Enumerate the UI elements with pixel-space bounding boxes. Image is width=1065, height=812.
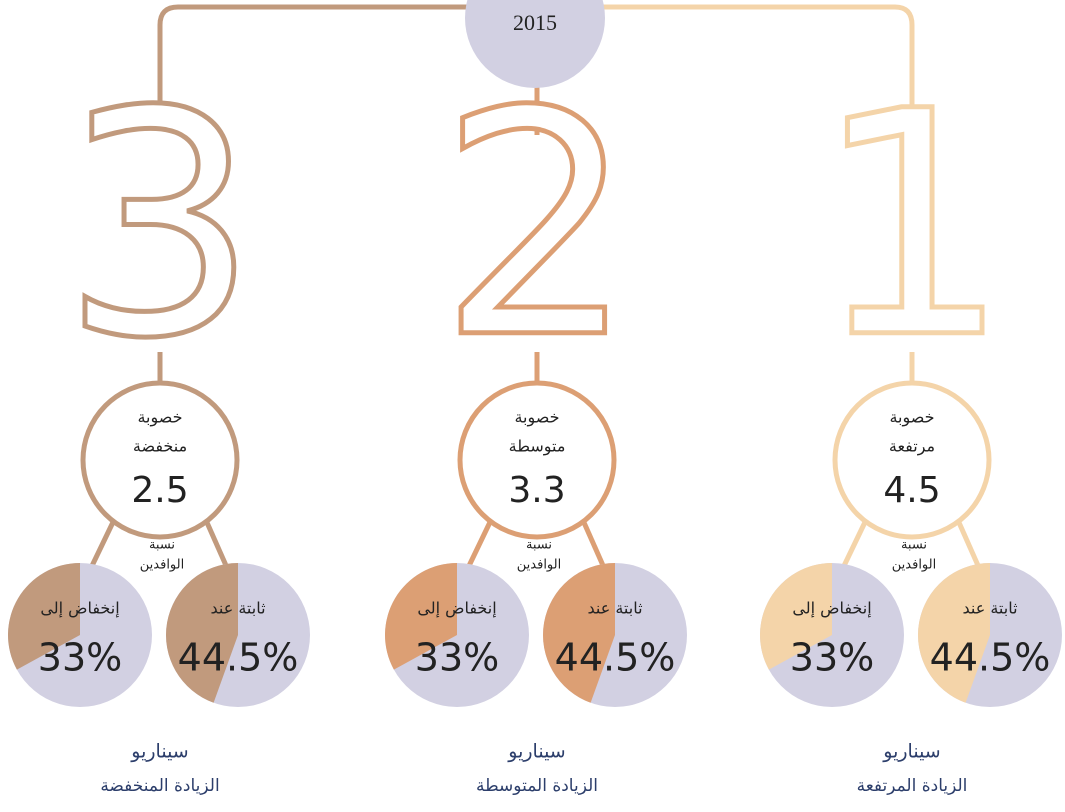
connector — [579, 516, 608, 572]
ratio-label: الوافدين — [892, 558, 936, 573]
scenario-title: سيناريو — [130, 741, 188, 763]
fertility-value: 3.3 — [508, 470, 565, 511]
connector — [600, 4, 915, 150]
pie-slice — [385, 563, 457, 670]
fertility-label: مرتفعة — [889, 437, 935, 457]
pie-value: 44.5% — [555, 636, 676, 680]
fertility-circle — [80, 380, 240, 540]
pie-label: ثابتة عند — [210, 599, 265, 618]
fertility-label: متوسطة — [509, 437, 566, 457]
fertility-label: خصوبة — [514, 408, 559, 428]
pie-slice — [166, 563, 238, 703]
ratio-label: نسبة — [526, 538, 552, 553]
fertility-label: خصوبة — [889, 408, 934, 428]
scenario-subtitle: الزيادة المنخفضة — [100, 776, 219, 796]
connector — [202, 516, 231, 572]
fertility-circle — [457, 380, 617, 540]
fertility-value: 4.5 — [883, 470, 940, 511]
fertility-circle — [832, 380, 992, 540]
pie-slice — [918, 563, 990, 703]
scenario-title: سيناريو — [882, 741, 940, 763]
pie-label: ثابتة عند — [962, 599, 1017, 618]
pie-value: 33% — [415, 636, 499, 680]
pie-label: ثابتة عند — [587, 599, 642, 618]
big-digit: 3 — [61, 46, 258, 407]
pie-slice — [542, 563, 615, 703]
year-circle — [465, 0, 605, 88]
big-digit: 2 — [438, 46, 635, 407]
connector — [464, 516, 495, 572]
pie-label: إنخفاض إلى — [417, 599, 496, 619]
connector — [157, 4, 470, 130]
scenario-subtitle: الزيادة المرتفعة — [857, 776, 968, 796]
ratio-label: الوافدين — [517, 558, 561, 573]
big-digit: 1 — [813, 46, 1010, 407]
pie-slice — [760, 563, 832, 670]
fertility-label: خصوبة — [137, 408, 182, 428]
pie-slice — [8, 563, 81, 670]
connector — [954, 516, 983, 572]
ratio-label: نسبة — [901, 538, 927, 553]
fertility-value: 2.5 — [131, 470, 188, 511]
pie-value: 33% — [38, 636, 122, 680]
connector — [839, 516, 870, 572]
pie-label: إنخفاض إلى — [40, 599, 119, 619]
fertility-label: منخفضة — [133, 437, 187, 456]
pie-value: 44.5% — [930, 636, 1051, 680]
year: 2015 — [513, 10, 557, 35]
pie-label: إنخفاض إلى — [792, 599, 871, 619]
connector — [87, 516, 118, 572]
scenario-subtitle: الزيادة المتوسطة — [476, 776, 598, 796]
ratio-label: الوافدين — [140, 558, 184, 573]
pie-value: 33% — [790, 636, 874, 680]
scenario-title: سيناريو — [507, 741, 565, 763]
pie-value: 44.5% — [178, 636, 299, 680]
ratio-label: نسبة — [149, 538, 175, 553]
